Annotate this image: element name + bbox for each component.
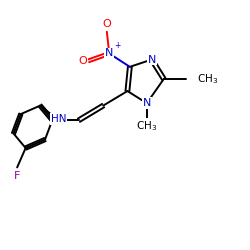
Text: HN: HN bbox=[50, 114, 66, 124]
Text: O: O bbox=[78, 56, 87, 66]
Text: N: N bbox=[105, 48, 114, 58]
Text: +: + bbox=[114, 41, 121, 50]
Text: N: N bbox=[143, 98, 151, 108]
Text: O: O bbox=[102, 19, 111, 29]
Text: F: F bbox=[14, 171, 20, 181]
Text: CH$_3$: CH$_3$ bbox=[196, 72, 218, 86]
Text: N: N bbox=[148, 54, 156, 64]
Text: CH$_3$: CH$_3$ bbox=[136, 119, 158, 133]
